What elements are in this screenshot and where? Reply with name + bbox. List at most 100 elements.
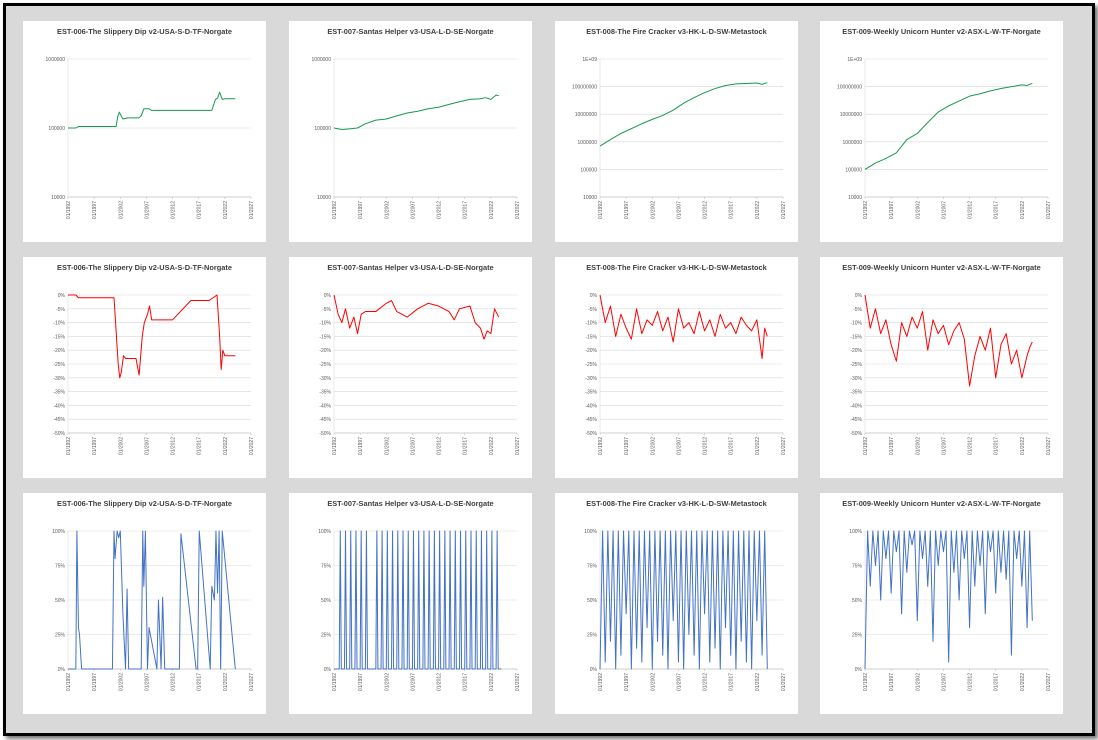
- x-tick-label: 01/1992: [332, 673, 338, 691]
- y-tick-label: -40%: [585, 403, 597, 409]
- chart-title: EST-007-Santas Helper v3-USA-L-D-SE-Norg…: [327, 499, 494, 508]
- y-tick-label: 10000000: [840, 112, 862, 118]
- y-tick-label: -35%: [850, 390, 862, 396]
- series-line: [864, 530, 1033, 670]
- chart-title: EST-008-The Fire Cracker v3-HK-L-D-SW-Me…: [586, 263, 767, 272]
- chart-panel: EST-007-Santas Helper v3-USA-L-D-SE-Norg…: [289, 257, 532, 478]
- x-tick-label: 01/2017: [463, 201, 469, 219]
- x-tick-label: 01/2007: [144, 673, 150, 691]
- chart-panel: EST-007-Santas Helper v3-USA-L-D-SE-Norg…: [289, 21, 532, 242]
- y-tick-label: 100000: [48, 126, 65, 132]
- x-tick-label: 01/1997: [358, 673, 364, 691]
- y-tick-label: -40%: [850, 403, 862, 409]
- y-tick-label: -45%: [585, 417, 597, 423]
- y-tick-label: 0%: [58, 667, 66, 673]
- chart-title: EST-007-Santas Helper v3-USA-L-D-SE-Norg…: [327, 263, 494, 272]
- y-tick-label: 100000: [845, 167, 862, 173]
- series-line: [864, 294, 1033, 387]
- x-tick-label: 01/1992: [863, 201, 869, 219]
- x-tick-label: 01/2022: [755, 673, 761, 691]
- x-tick-label: 01/2007: [144, 201, 150, 219]
- x-tick-label: 01/2002: [384, 437, 390, 455]
- y-tick-label: -35%: [585, 390, 597, 396]
- x-tick-label: 01/2017: [197, 673, 203, 691]
- y-tick-label: 100%: [318, 529, 331, 535]
- chart-svg: 10000 100000 1000000 01/1992 01/1997 01/2002 0…: [312, 57, 521, 219]
- x-tick-label: 01/1997: [889, 201, 895, 219]
- x-tick-label: 01/2007: [144, 437, 150, 455]
- y-tick-label: -10%: [53, 321, 65, 327]
- y-tick-label: -30%: [850, 376, 862, 382]
- y-tick-label: -15%: [53, 334, 65, 340]
- x-tick-label: 01/1997: [624, 201, 630, 219]
- y-tick-label: 100%: [849, 529, 862, 535]
- x-tick-label: 01/1992: [66, 201, 72, 219]
- x-tick-label: 01/2022: [755, 201, 761, 219]
- x-tick-label: 01/2007: [410, 673, 416, 691]
- y-tick-label: 0%: [855, 667, 863, 673]
- y-tick-label: 0%: [324, 293, 332, 299]
- x-tick-label: 01/1992: [66, 673, 72, 691]
- series-line: [599, 530, 768, 670]
- y-tick-label: 10000: [51, 195, 65, 201]
- x-tick-label: 01/2027: [781, 201, 787, 219]
- chart-svg: 10000 100000 1000000 10000000 100000000 1E+09…: [572, 57, 787, 219]
- x-tick-label: 01/1992: [863, 437, 869, 455]
- y-tick-label: 100000: [314, 126, 331, 132]
- chart-panel: EST-006-The Slippery Dip v2-USA-S-D-TF-N…: [23, 493, 266, 714]
- y-tick-label: 50%: [55, 598, 66, 604]
- chart-title: EST-008-The Fire Cracker v3-HK-L-D-SW-Me…: [586, 27, 767, 36]
- x-tick-label: 01/2012: [171, 673, 177, 691]
- y-tick-label: -10%: [319, 321, 331, 327]
- y-tick-label: -35%: [319, 390, 331, 396]
- chart-svg: 10000 100000 1000000 01/1992 01/1997 01/2002 0…: [46, 57, 255, 219]
- y-tick-label: 1000000: [312, 57, 332, 63]
- y-tick-label: -15%: [585, 334, 597, 340]
- y-tick-label: -20%: [585, 348, 597, 354]
- y-tick-label: -45%: [850, 417, 862, 423]
- y-tick-label: -50%: [53, 431, 65, 437]
- x-tick-label: 01/2022: [223, 201, 229, 219]
- y-tick-label: 50%: [321, 598, 332, 604]
- x-tick-label: 01/1992: [332, 201, 338, 219]
- series-line: [599, 294, 768, 359]
- x-tick-label: 01/2002: [915, 437, 921, 455]
- y-tick-label: -10%: [850, 321, 862, 327]
- y-tick-label: 100000000: [837, 85, 862, 91]
- x-tick-label: 01/2007: [410, 437, 416, 455]
- x-tick-label: 01/2022: [755, 437, 761, 455]
- y-tick-label: 75%: [587, 564, 598, 570]
- y-tick-label: -35%: [53, 390, 65, 396]
- chart-title: EST-009-Weekly Unicorn Hunter v2-ASX-L-W…: [842, 27, 1041, 36]
- y-tick-label: 75%: [55, 564, 66, 570]
- x-tick-label: 01/2017: [463, 673, 469, 691]
- series-line: [334, 530, 502, 670]
- x-tick-label: 01/2017: [197, 201, 203, 219]
- x-tick-label: 01/1992: [863, 673, 869, 691]
- y-tick-label: 0%: [324, 667, 332, 673]
- chart-panel: EST-007-Santas Helper v3-USA-L-D-SE-Norg…: [289, 493, 532, 714]
- x-tick-label: 01/1997: [624, 437, 630, 455]
- x-tick-label: 01/2012: [437, 437, 443, 455]
- y-tick-label: -25%: [585, 362, 597, 368]
- x-tick-label: 01/2002: [118, 437, 124, 455]
- x-tick-label: 01/2002: [650, 437, 656, 455]
- y-tick-label: -5%: [853, 307, 862, 313]
- y-tick-label: 50%: [852, 598, 863, 604]
- series-line: [68, 530, 236, 670]
- x-tick-label: 01/2002: [650, 673, 656, 691]
- chart-panel: EST-009-Weekly Unicorn Hunter v2-ASX-L-W…: [820, 257, 1063, 478]
- y-tick-label: -20%: [53, 348, 65, 354]
- y-tick-label: -15%: [850, 334, 862, 340]
- x-tick-label: 01/2007: [676, 201, 682, 219]
- chart-panel: EST-009-Weekly Unicorn Hunter v2-ASX-L-W…: [820, 493, 1063, 714]
- x-tick-label: 01/1992: [66, 437, 72, 455]
- chart-title: EST-009-Weekly Unicorn Hunter v2-ASX-L-W…: [842, 263, 1041, 272]
- x-tick-label: 01/2002: [915, 673, 921, 691]
- y-tick-label: 1000000: [843, 140, 863, 146]
- y-tick-label: 25%: [55, 633, 66, 639]
- y-tick-label: 1E+09: [847, 57, 862, 63]
- y-tick-label: 25%: [852, 633, 863, 639]
- y-tick-label: -30%: [319, 376, 331, 382]
- y-tick-label: 25%: [321, 633, 332, 639]
